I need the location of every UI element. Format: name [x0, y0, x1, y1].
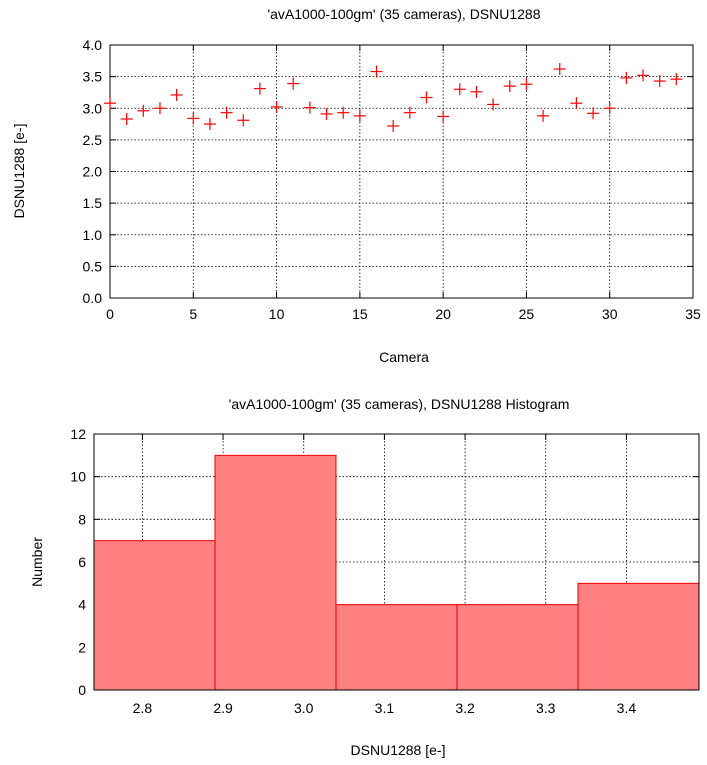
histogram-plot-frame	[93, 433, 700, 691]
scatter-y-tick-label: 2.5	[83, 132, 103, 148]
scatter-point	[603, 102, 616, 115]
scatter-plot-frame	[109, 44, 694, 299]
histogram-x-tick-label: 2.9	[213, 700, 233, 716]
scatter-point	[353, 109, 366, 122]
scatter-point	[270, 100, 283, 113]
scatter-point	[370, 65, 383, 78]
scatter-plot: 0.0 0.5 1.0 1.5 2.0 2.5 3.0 3.5 4.0 0 5 10 15 20 25 30 3…	[83, 37, 701, 322]
scatter-x-tick-label: 15	[352, 306, 368, 322]
scatter-point	[104, 97, 116, 110]
scatter-point	[620, 71, 633, 84]
scatter-y-tick-label: 3.5	[83, 69, 103, 85]
scatter-point	[670, 73, 683, 86]
scatter-point	[187, 112, 200, 125]
scatter-title: 'avA1000-100gm' (35 cameras), DSNU1288	[267, 6, 540, 22]
scatter-point	[520, 78, 533, 91]
histogram-bar	[577, 582, 700, 691]
scatter-point	[320, 107, 333, 120]
scatter-point	[503, 80, 516, 93]
histogram-x-tick-label: 2.8	[133, 700, 153, 716]
scatter-x-tick-label: 35	[685, 306, 701, 322]
scatter-point	[237, 114, 250, 127]
scatter-point	[253, 82, 266, 95]
scatter-point	[570, 97, 583, 110]
scatter-point	[420, 91, 433, 104]
histogram-y-tick-label: 12	[70, 426, 86, 442]
histogram-y-tick-label: 6	[78, 554, 86, 570]
histogram-x-tick-label: 3.3	[536, 700, 556, 716]
histogram-bar	[335, 604, 458, 691]
scatter-point	[387, 119, 400, 132]
histogram-x-tick-label: 3.4	[617, 700, 637, 716]
scatter-point	[470, 85, 483, 98]
scatter-x-tick-label: 0	[106, 306, 114, 322]
scatter-point	[637, 69, 650, 82]
scatter-point	[487, 98, 500, 111]
histogram-x-tick-label: 3.1	[375, 700, 395, 716]
histogram-y-tick-label: 10	[70, 469, 86, 485]
scatter-point	[203, 118, 216, 131]
scatter-point	[453, 83, 466, 96]
histogram-bar	[456, 604, 579, 691]
scatter-point	[287, 77, 300, 90]
scatter-x-tick-label: 10	[269, 306, 285, 322]
scatter-point	[220, 106, 233, 119]
scatter-y-tick-label: 0.0	[83, 290, 103, 306]
scatter-point	[137, 104, 150, 117]
scatter-point	[537, 109, 550, 122]
scatter-point	[653, 75, 666, 88]
scatter-y-tick-label: 4.0	[83, 37, 103, 53]
scatter-point	[120, 113, 133, 126]
histogram-bar	[93, 540, 216, 691]
histogram-y-tick-label: 2	[78, 639, 86, 655]
histogram-y-tick-label: 8	[78, 511, 86, 527]
scatter-point	[303, 101, 316, 114]
scatter-y-tick-label: 1.0	[83, 227, 103, 243]
scatter-y-tick-label: 1.5	[83, 195, 103, 211]
scatter-x-tick-label: 25	[519, 306, 535, 322]
scatter-point	[437, 110, 450, 123]
scatter-point	[403, 106, 416, 119]
scatter-x-axis-label: Camera	[379, 349, 429, 365]
histogram-x-axis-label: DSNU1288 [e-]	[351, 742, 446, 758]
scatter-y-tick-label: 0.5	[83, 258, 103, 274]
scatter-point	[170, 88, 183, 101]
scatter-x-tick-label: 30	[602, 306, 618, 322]
scatter-x-tick-label: 20	[435, 306, 451, 322]
scatter-y-axis-label: DSNU1288 [e-]	[11, 124, 27, 219]
scatter-point	[337, 106, 350, 119]
histogram-x-tick-label: 3.0	[294, 700, 314, 716]
scatter-y-tick-label: 3.0	[83, 100, 103, 116]
scatter-point	[153, 102, 166, 115]
histogram-plot: 0 2 4 6 8 10 12 2.8 2.9 3.0 3.1 3.2 3.3 3.4	[70, 426, 700, 716]
histogram-y-axis-label: Number	[29, 537, 45, 587]
histogram-bar	[214, 454, 337, 691]
scatter-x-tick-label: 5	[189, 306, 197, 322]
histogram-title: 'avA1000-100gm' (35 cameras), DSNU1288 H…	[229, 396, 570, 412]
scatter-y-tick-label: 2.0	[83, 164, 103, 180]
scatter-point	[553, 63, 566, 76]
histogram-y-tick-label: 0	[78, 682, 86, 698]
scatter-point	[587, 107, 600, 120]
histogram-x-tick-label: 3.2	[455, 700, 475, 716]
histogram-y-tick-label: 4	[78, 597, 86, 613]
